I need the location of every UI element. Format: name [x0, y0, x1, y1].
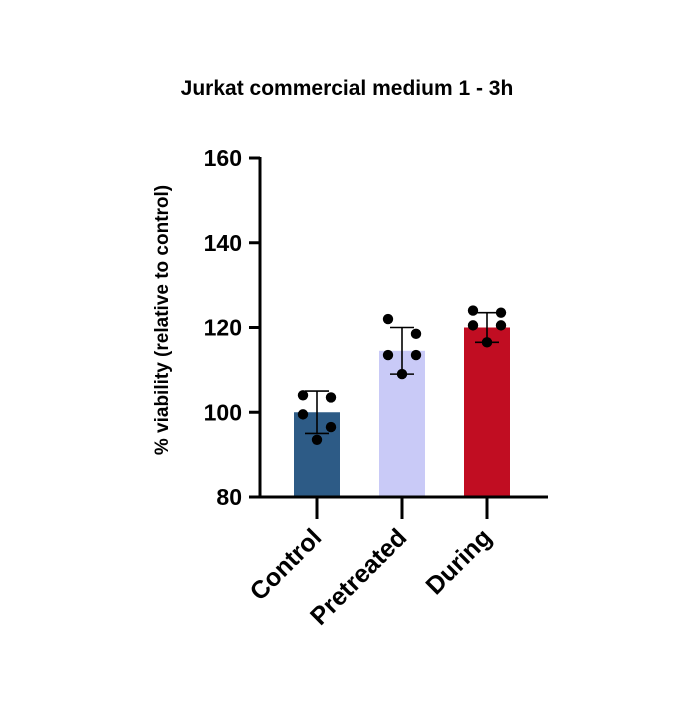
data-point-during: [467, 320, 479, 331]
y-axis-title: % viability (relative to control): [152, 185, 173, 455]
data-point-during: [467, 305, 479, 316]
y-tick-label: 80: [216, 484, 242, 510]
data-point-pretreated: [410, 349, 422, 361]
x-tick-label-during: During: [420, 523, 497, 600]
data-point-during: [495, 307, 507, 318]
y-tick-label: 160: [204, 145, 242, 171]
bar-during: [464, 327, 510, 497]
axes-group: [249, 156, 548, 519]
data-point-control: [297, 409, 309, 420]
y-tick-label: 120: [204, 315, 242, 341]
y-tick-label: 100: [204, 399, 242, 425]
data-point-pretreated: [410, 328, 422, 340]
data-point-during: [481, 337, 493, 348]
error-bar-control: [305, 390, 329, 435]
data-point-pretreated: [382, 313, 394, 325]
data-point-control: [325, 392, 337, 403]
data-point-during: [495, 320, 507, 331]
data-point-pretreated: [382, 349, 394, 361]
y-tick-label: 140: [204, 230, 242, 256]
data-point-control: [297, 390, 309, 401]
data-point-control: [325, 421, 337, 433]
x-tick-label-control: Control: [245, 523, 328, 606]
data-point-control: [311, 434, 323, 445]
chart-title: Jurkat commercial medium 1 - 3h: [181, 77, 514, 100]
data-points-group: [297, 305, 507, 445]
data-point-pretreated: [396, 368, 408, 380]
